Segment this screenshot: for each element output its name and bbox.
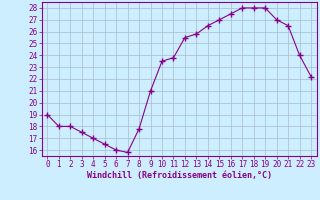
X-axis label: Windchill (Refroidissement éolien,°C): Windchill (Refroidissement éolien,°C) <box>87 171 272 180</box>
